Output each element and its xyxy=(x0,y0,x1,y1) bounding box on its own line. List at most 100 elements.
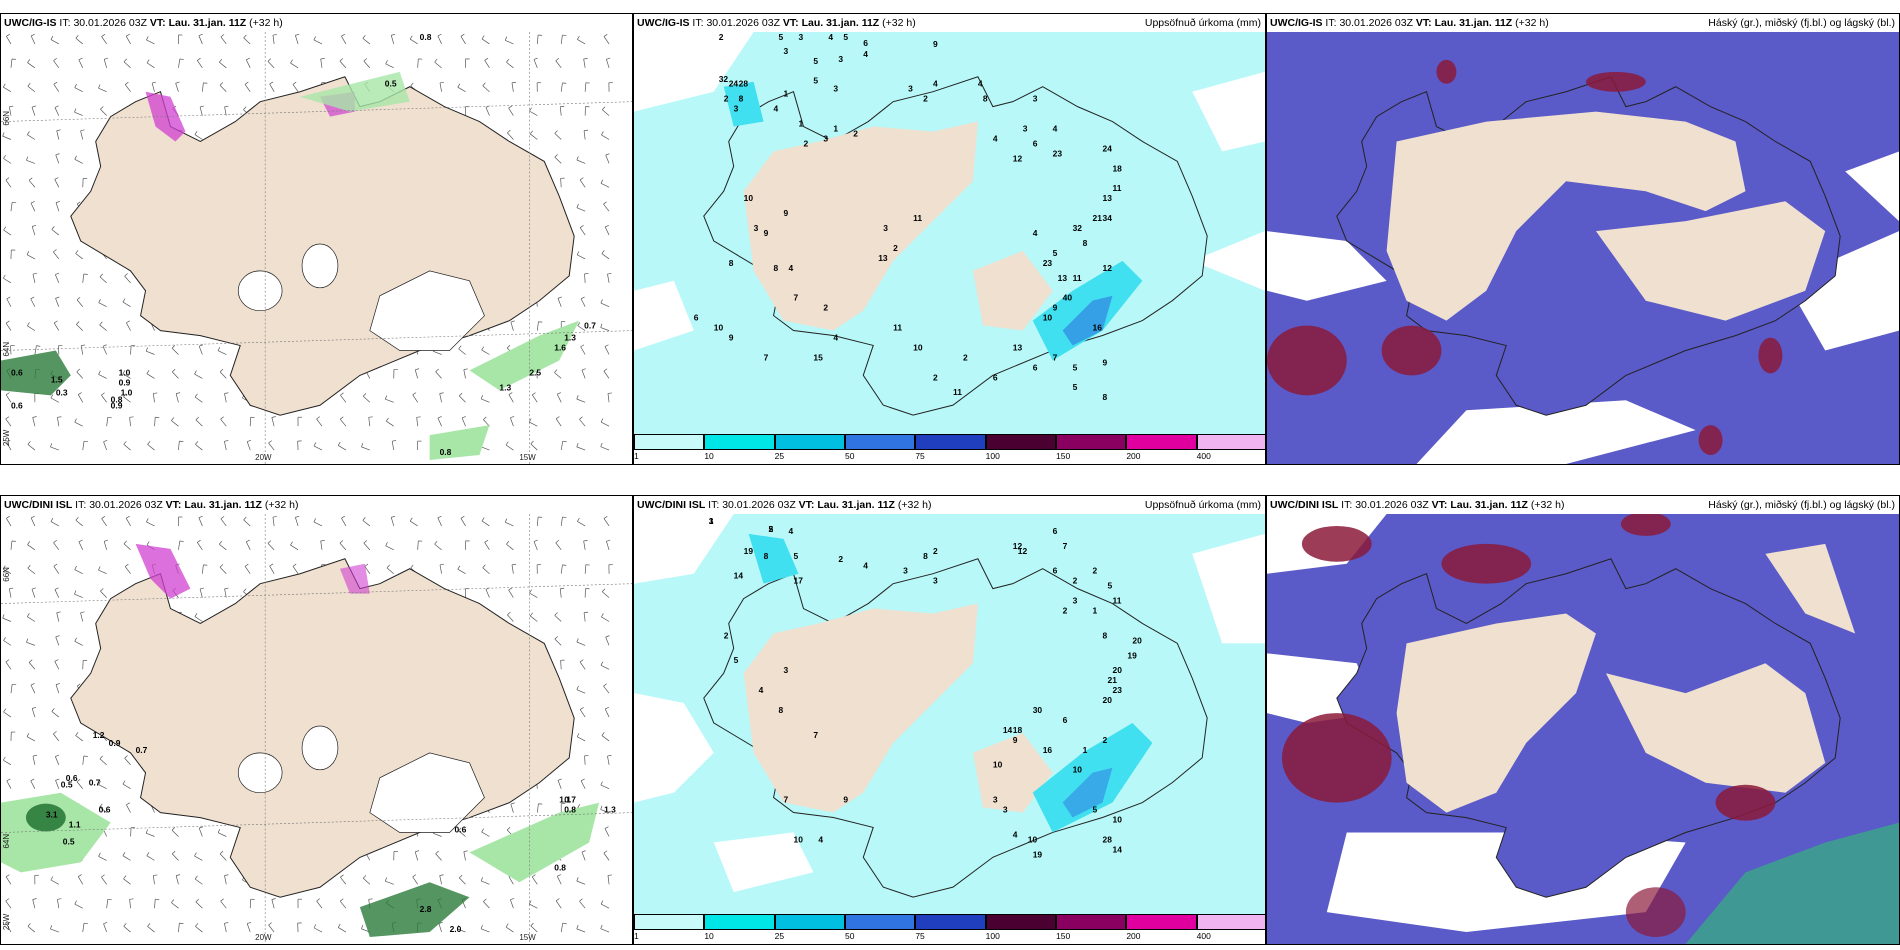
wind-barb xyxy=(439,875,442,885)
map-value-label: 1 xyxy=(1093,606,1098,616)
wind-barb xyxy=(414,369,419,379)
wind-barb xyxy=(433,350,442,355)
wind-barb xyxy=(74,159,83,164)
wind-barb xyxy=(604,708,610,718)
wind-barb xyxy=(198,346,203,355)
wind-barb-feather xyxy=(484,57,489,61)
wind-barb xyxy=(98,374,107,379)
wind-barb-feather xyxy=(31,587,36,590)
map-value-label: 21 xyxy=(1107,675,1117,685)
wind-barb xyxy=(576,398,586,403)
wind-barb xyxy=(576,880,586,885)
wind-barb xyxy=(316,900,323,909)
dry-area-nw xyxy=(634,32,754,112)
wind-barb-feather xyxy=(76,683,81,687)
wind-barb-feather xyxy=(292,81,297,85)
colorbar-swatch xyxy=(1126,434,1197,450)
wind-barb xyxy=(53,251,60,260)
wind-barb xyxy=(175,393,179,403)
precip-area-n xyxy=(300,71,410,112)
wind-barb xyxy=(2,617,12,622)
wind-barb-feather xyxy=(600,323,603,328)
wind-barb-feather xyxy=(600,924,603,929)
map-value-label: 18 xyxy=(1112,163,1122,173)
wind-barb xyxy=(99,806,107,813)
wind-barb xyxy=(603,852,610,861)
it-label: IT: xyxy=(1341,499,1353,511)
wind-barb-feather xyxy=(362,516,366,521)
wind-barb xyxy=(607,875,610,885)
dry-area-w xyxy=(634,280,694,351)
wind-barb xyxy=(340,876,347,885)
wind-barb-feather xyxy=(435,368,439,372)
wind-barb xyxy=(202,564,204,574)
wind-barb xyxy=(77,876,84,885)
map-value-label: 1.3 xyxy=(604,805,616,815)
wind-barb xyxy=(53,542,60,551)
wind-barb xyxy=(433,832,442,837)
wind-barb-feather xyxy=(340,898,344,902)
wind-barb-feather xyxy=(2,614,5,619)
wind-barb xyxy=(554,372,562,379)
wind-barb xyxy=(74,593,83,598)
wind-barb-feather xyxy=(510,416,515,419)
high-cloud-s2 xyxy=(1698,425,1723,456)
wind-barb xyxy=(579,901,586,909)
wind-barb xyxy=(268,442,275,451)
map-value-label: 19 xyxy=(1127,650,1137,660)
precip-title: Uppsöfnuð úrkoma (mm) xyxy=(1144,17,1261,29)
map-value-label: 0.8 xyxy=(111,394,123,404)
wind-barb-feather xyxy=(171,827,176,831)
wind-map-panel-top: UWC/IG-IS IT: 30.01.2026 03Z VT: Lau. 31… xyxy=(0,13,633,465)
map-value-label: 14 xyxy=(1003,725,1013,735)
wind-barb xyxy=(458,395,466,403)
wind-barb xyxy=(576,689,586,694)
wind-barb xyxy=(391,441,395,451)
wind-barb-feather xyxy=(50,443,53,448)
wind-barb xyxy=(272,517,275,526)
wind-barb xyxy=(362,38,371,45)
wind-barb xyxy=(122,783,131,790)
wind-barb-feather xyxy=(482,82,486,86)
colorbar-tick-label: 25 xyxy=(774,931,785,941)
wind-barb xyxy=(74,87,83,93)
lat-line-64 xyxy=(1,812,632,833)
map-value-label: 2 xyxy=(1063,606,1068,616)
wind-barb-feather xyxy=(98,852,101,857)
precip-core-w xyxy=(25,803,66,832)
wind-barb xyxy=(10,58,13,68)
map-value-label: 16 xyxy=(1043,745,1053,755)
wind-barb xyxy=(219,567,227,574)
wind-barb xyxy=(580,780,586,789)
precip-core-s xyxy=(359,882,470,938)
wind-barb-feather xyxy=(463,850,468,852)
wind-barb-feather xyxy=(32,416,37,418)
wind-barb-feather xyxy=(124,755,128,759)
wind-barb xyxy=(602,109,610,116)
wind-barb xyxy=(510,899,514,909)
wind-barb xyxy=(6,298,12,307)
map-value-label: 2 xyxy=(1073,576,1078,586)
wind-barb-feather xyxy=(220,898,224,902)
wind-barb-feather xyxy=(55,153,60,156)
wind-barb xyxy=(481,349,490,355)
map-value-label: 2 xyxy=(923,94,928,104)
wind-barb-feather xyxy=(340,392,344,396)
wind-barb-feather xyxy=(100,106,104,110)
wind-barb xyxy=(267,543,275,551)
wind-barb xyxy=(577,39,586,45)
wind-barb-feather xyxy=(247,439,252,442)
map-value-label: 28 xyxy=(1103,834,1113,844)
wind-barb-feather xyxy=(439,874,444,876)
map-value-label: 9 xyxy=(1013,735,1018,745)
map-value-label: 8 xyxy=(764,551,769,561)
dry-land-interior xyxy=(972,250,1053,331)
wind-barb-feather xyxy=(53,320,58,324)
wind-barb xyxy=(27,567,36,574)
wind-barb xyxy=(171,902,179,909)
map-value-label: 1.0 xyxy=(119,367,131,377)
map-value-label: 19 xyxy=(744,546,754,556)
wind-barb xyxy=(603,370,610,379)
precip-mid-nw xyxy=(748,533,799,584)
wind-barb-feather xyxy=(508,587,513,591)
